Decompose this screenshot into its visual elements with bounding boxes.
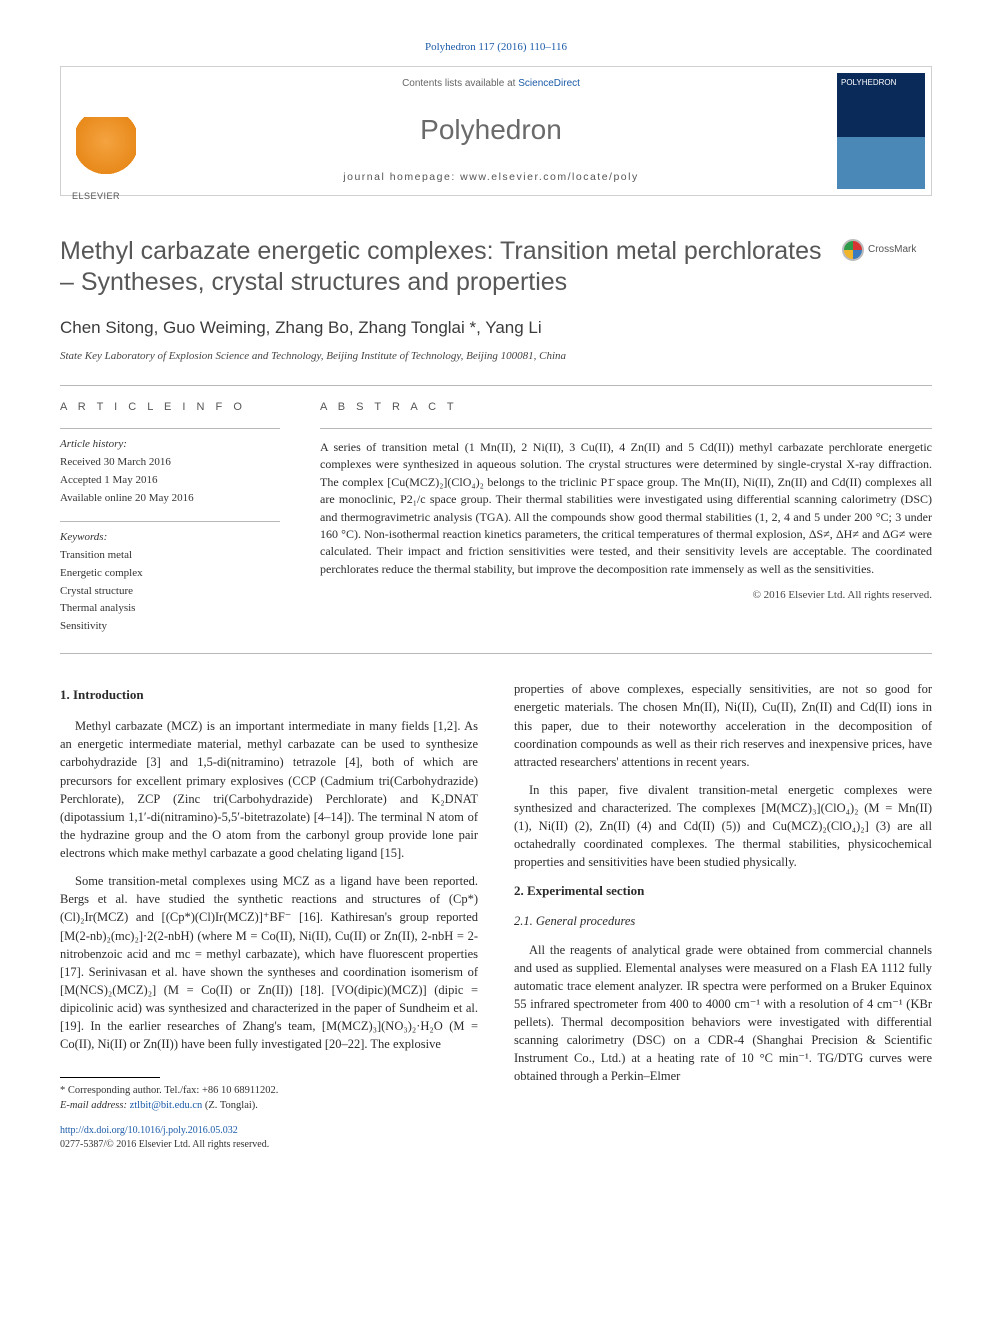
- abstract-heading: A B S T R A C T: [320, 400, 932, 416]
- divider: [60, 385, 932, 386]
- homepage-prefix: journal homepage:: [343, 171, 460, 183]
- keyword-item: Energetic complex: [60, 566, 280, 582]
- abstract-block: A B S T R A C T A series of transition m…: [320, 400, 932, 637]
- crossmark-icon: [842, 239, 864, 261]
- affiliation-line: State Key Laboratory of Explosion Scienc…: [60, 349, 932, 365]
- online-line: Available online 20 May 2016: [60, 491, 280, 507]
- doi-link[interactable]: http://dx.doi.org/10.1016/j.poly.2016.05…: [60, 1125, 238, 1136]
- body-paragraph: Some transition-metal complexes using MC…: [60, 872, 478, 1053]
- abstract-text: A series of transition metal (1 Mn(II), …: [320, 439, 932, 578]
- journal-banner: Contents lists available at ScienceDirec…: [60, 66, 932, 196]
- keywords-label: Keywords:: [60, 530, 280, 546]
- crossmark-badge[interactable]: CrossMark: [842, 236, 932, 264]
- authors-line: Chen Sitong, Guo Weiming, Zhang Bo, Zhan…: [60, 316, 932, 341]
- authors-text: Chen Sitong, Guo Weiming, Zhang Bo, Zhan…: [60, 318, 542, 337]
- issn-copyright: 0277-5387/© 2016 Elsevier Ltd. All right…: [60, 1139, 269, 1150]
- crossmark-label: CrossMark: [868, 243, 916, 258]
- article-page: Polyhedron 117 (2016) 110–116 Contents l…: [0, 0, 992, 1193]
- keyword-item: Transition metal: [60, 548, 280, 564]
- info-abstract-row: A R T I C L E I N F O Article history: R…: [60, 400, 932, 637]
- body-paragraph: properties of above complexes, especiall…: [514, 680, 932, 771]
- homepage-url[interactable]: www.elsevier.com/locate/poly: [460, 171, 639, 183]
- bottom-idents: http://dx.doi.org/10.1016/j.poly.2016.05…: [60, 1124, 478, 1153]
- footnote-divider: [60, 1077, 160, 1078]
- divider: [60, 653, 932, 654]
- abstract-copyright: © 2016 Elsevier Ltd. All rights reserved…: [320, 588, 932, 604]
- email-label: E-mail address:: [60, 1100, 130, 1111]
- article-info-block: A R T I C L E I N F O Article history: R…: [60, 400, 280, 637]
- divider: [60, 428, 280, 429]
- sciencedirect-link[interactable]: ScienceDirect: [518, 78, 580, 89]
- footnotes-block: * Corresponding author. Tel./fax: +86 10…: [60, 1084, 478, 1113]
- keyword-item: Crystal structure: [60, 584, 280, 600]
- contents-prefix: Contents lists available at: [402, 78, 518, 89]
- keyword-item: Thermal analysis: [60, 601, 280, 617]
- divider: [60, 521, 280, 522]
- section-heading-intro: 1. Introduction: [60, 686, 478, 705]
- keywords-block: Keywords: Transition metal Energetic com…: [60, 521, 280, 636]
- right-column: properties of above complexes, especiall…: [514, 680, 932, 1152]
- journal-cover-icon: POLYHEDRON: [837, 73, 925, 189]
- email-line: E-mail address: ztlbit@bit.edu.cn (Z. To…: [60, 1099, 478, 1114]
- body-paragraph: Methyl carbazate (MCZ) is an important i…: [60, 717, 478, 862]
- elsevier-tree-icon: [76, 117, 136, 187]
- left-column: 1. Introduction Methyl carbazate (MCZ) i…: [60, 680, 478, 1152]
- article-info-heading: A R T I C L E I N F O: [60, 400, 280, 416]
- title-row: Methyl carbazate energetic complexes: Tr…: [60, 236, 932, 299]
- article-title: Methyl carbazate energetic complexes: Tr…: [60, 236, 822, 299]
- cover-thumbnail-block: POLYHEDRON: [831, 67, 931, 195]
- subsection-heading-general: 2.1. General procedures: [514, 912, 932, 930]
- body-columns: 1. Introduction Methyl carbazate (MCZ) i…: [60, 680, 932, 1152]
- section-heading-experimental: 2. Experimental section: [514, 882, 932, 901]
- received-line: Received 30 March 2016: [60, 455, 280, 471]
- corresponding-author-note: * Corresponding author. Tel./fax: +86 10…: [60, 1084, 478, 1099]
- journal-name: Polyhedron: [420, 110, 562, 151]
- history-label: Article history:: [60, 437, 280, 453]
- body-paragraph: All the reagents of analytical grade wer…: [514, 941, 932, 1086]
- contents-available-line: Contents lists available at ScienceDirec…: [402, 77, 580, 92]
- accepted-line: Accepted 1 May 2016: [60, 473, 280, 489]
- email-link[interactable]: ztlbit@bit.edu.cn: [130, 1100, 203, 1111]
- keyword-item: Sensitivity: [60, 619, 280, 635]
- divider: [320, 428, 932, 429]
- publisher-logo-block: [61, 67, 151, 195]
- email-attribution: (Z. Tonglai).: [202, 1100, 258, 1111]
- body-paragraph: In this paper, five divalent transition-…: [514, 781, 932, 872]
- banner-middle: Contents lists available at ScienceDirec…: [151, 67, 831, 195]
- citation-line: Polyhedron 117 (2016) 110–116: [60, 40, 932, 56]
- journal-homepage-line: journal homepage: www.elsevier.com/locat…: [343, 170, 638, 185]
